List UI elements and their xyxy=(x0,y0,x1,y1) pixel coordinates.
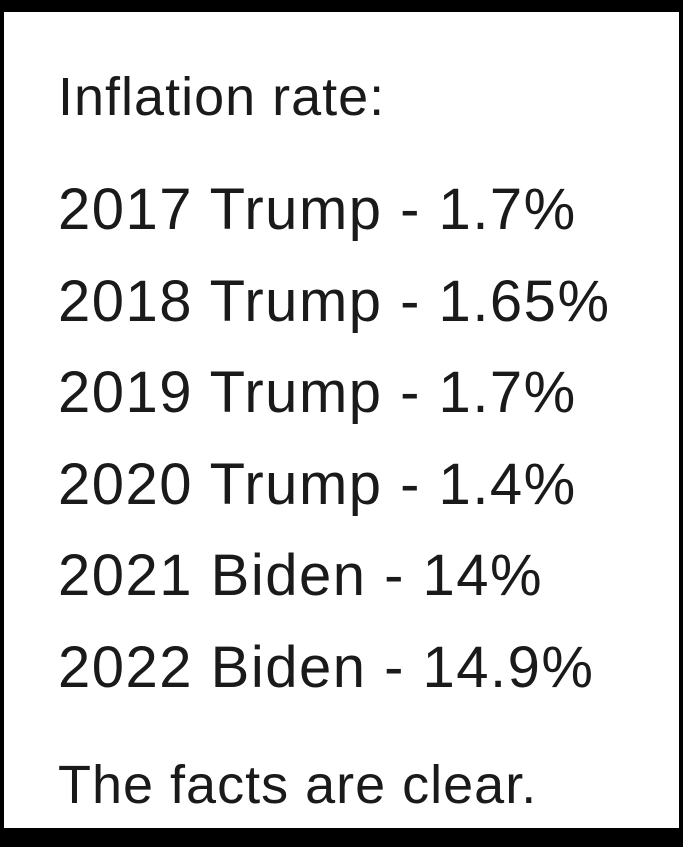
footer: The facts are clear. xyxy=(58,755,538,815)
line: 2020 Trump - 1.4% xyxy=(58,451,577,517)
title: Inflation rate: xyxy=(58,67,386,127)
line: 2019 Trump - 1.7% xyxy=(58,360,577,425)
line: 2021 Biden - 14% xyxy=(58,543,544,608)
line: 2018 Trump - 1.65% xyxy=(58,268,611,334)
post: Inflation rate: 2017 Trump - 1.7% 2018 Tr… xyxy=(4,12,679,828)
line: 2017 Trump - 1.7% xyxy=(58,177,577,242)
line: 2022 Biden - 14.9% xyxy=(58,634,595,700)
